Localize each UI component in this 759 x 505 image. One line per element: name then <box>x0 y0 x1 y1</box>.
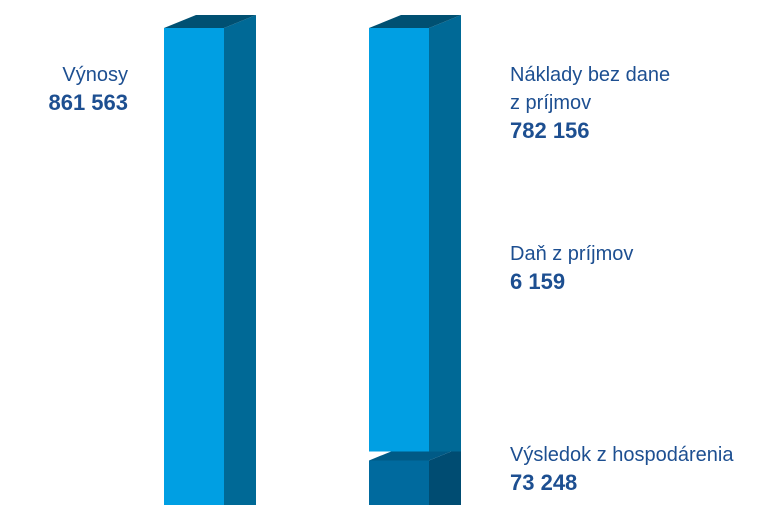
value-result: 73 248 <box>510 470 578 495</box>
bar-result <box>369 447 461 505</box>
revenue-bar-side <box>224 15 256 505</box>
revenue-bar-top <box>164 15 256 28</box>
label-tax: Daň z príjmov <box>510 243 634 265</box>
value-tax: 6 159 <box>510 269 566 294</box>
result-bar-front <box>369 460 429 505</box>
bar-costs <box>369 15 461 452</box>
costs-bar-side <box>429 15 461 452</box>
label-costs-line1: Náklady bez dane <box>510 64 671 86</box>
costs-bar-top <box>369 15 461 28</box>
label-result: Výsledok z hospodárenia <box>510 444 734 466</box>
label-costs-line2: z príjmov <box>510 92 592 114</box>
bar-revenue <box>164 15 256 505</box>
label-revenue: Výnosy <box>62 64 128 86</box>
result-bar-side <box>429 447 461 505</box>
value-revenue: 861 563 <box>48 90 128 115</box>
value-costs: 782 156 <box>510 118 590 143</box>
costs-bar-front <box>369 28 429 452</box>
revenue-bar-front <box>164 28 224 505</box>
